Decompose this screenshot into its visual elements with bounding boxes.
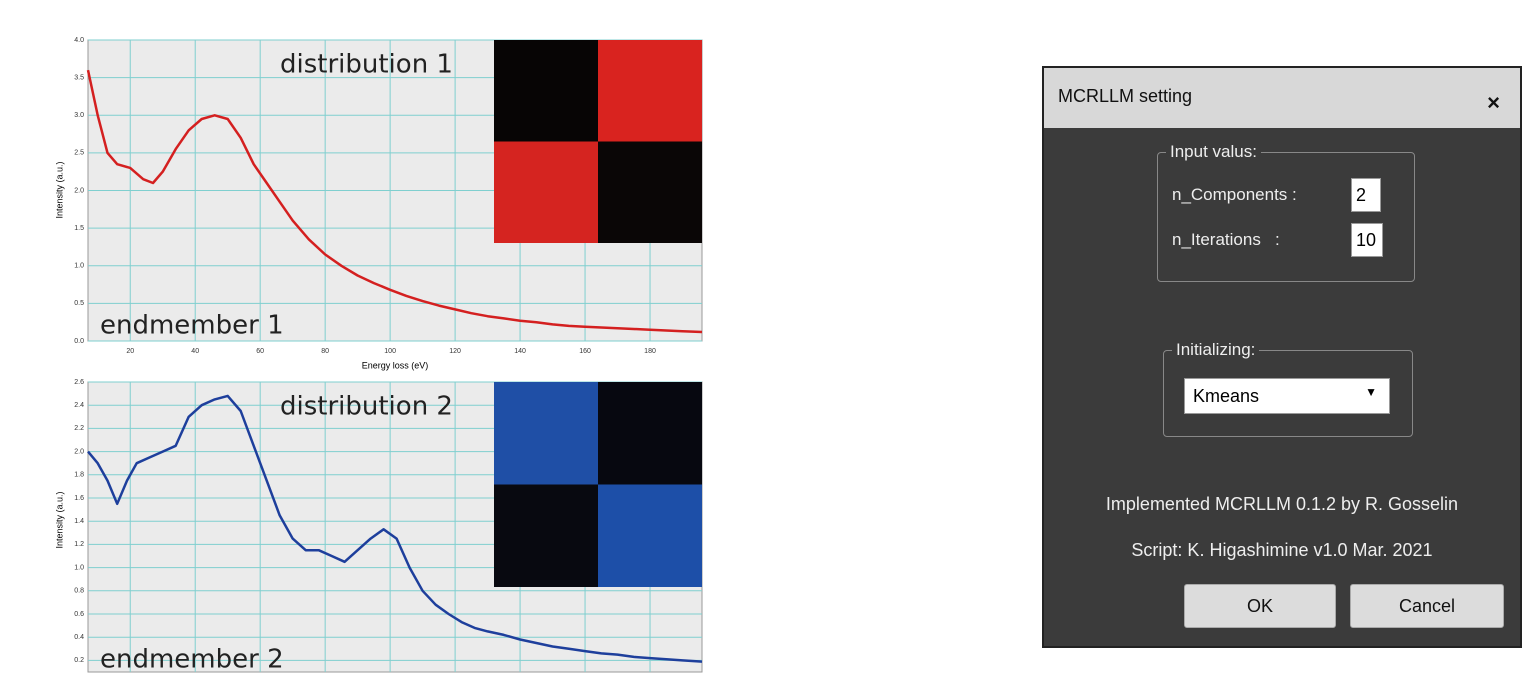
y-tick-label: 1.2 <box>74 541 84 548</box>
x-tick-label: 60 <box>256 348 264 355</box>
x-axis-label: Energy loss (eV) <box>362 360 429 370</box>
y-tick-label: 2.6 <box>74 379 84 386</box>
annotation: endmember 2 <box>100 645 284 675</box>
credit-line: Implemented MCRLLM 0.1.2 by R. Gosselin <box>1044 494 1520 515</box>
y-axis-label: Intensity (a.u.) <box>54 491 64 548</box>
y-tick-label: 0.6 <box>74 611 84 618</box>
dialog: MCRLLM setting × Input valus: n_Componen… <box>1042 66 1522 648</box>
init-group: Initializing: Kmeans▼ <box>1163 350 1413 437</box>
cancel-button[interactable]: Cancel <box>1350 584 1504 628</box>
y-tick-label: 0.8 <box>74 588 84 595</box>
x-tick-label: 140 <box>514 348 526 355</box>
y-tick-label: 0.4 <box>74 634 84 641</box>
y-tick-label: 4.0 <box>74 37 84 44</box>
y-tick-label: 2.5 <box>74 150 84 157</box>
y-tick-label: 2.0 <box>74 448 84 455</box>
page: Intensity (a.u.) Energy loss (eV) Intens… <box>0 0 1527 676</box>
y-tick-label: 0.5 <box>74 300 84 307</box>
map-quadrant <box>598 485 702 588</box>
x-tick-label: 120 <box>449 348 461 355</box>
y-tick-label: 1.8 <box>74 472 84 479</box>
y-tick-label: 1.0 <box>74 263 84 270</box>
map-quadrant <box>598 142 702 244</box>
y-tick-label: 1.5 <box>74 225 84 232</box>
y-tick-label: 2.4 <box>74 402 84 409</box>
map-quadrant <box>494 142 598 244</box>
dialog-title: MCRLLM setting <box>1058 86 1192 107</box>
x-tick-label: 100 <box>384 348 396 355</box>
y-tick-label: 3.5 <box>74 74 84 81</box>
map-quadrant <box>598 382 702 485</box>
dropdown[interactable]: Kmeans▼ <box>1184 378 1390 414</box>
text-input[interactable]: 2 <box>1351 178 1381 212</box>
y-tick-label: 0.0 <box>74 338 84 345</box>
y-tick-label: 3.0 <box>74 112 84 119</box>
close-button[interactable]: × <box>1487 90 1500 116</box>
x-tick-label: 160 <box>579 348 591 355</box>
x-tick-label: 80 <box>321 348 329 355</box>
y-tick-label: 2.2 <box>74 425 84 432</box>
input-group: Input valus: n_Components : 2 n_Iteratio… <box>1157 152 1415 282</box>
map-quadrant <box>494 485 598 588</box>
y-tick-label: 1.4 <box>74 518 84 525</box>
field-label: n_Iterations : <box>1172 230 1280 250</box>
ok-button[interactable]: OK <box>1184 584 1336 628</box>
credit-line: Script: K. Higashimine v1.0 Mar. 2021 <box>1044 540 1520 561</box>
map-quadrant <box>598 40 702 142</box>
x-tick-label: 180 <box>644 348 656 355</box>
group-legend: Input valus: <box>1166 142 1261 162</box>
text-input[interactable]: 10 <box>1351 223 1383 257</box>
map-quadrant <box>494 40 598 142</box>
dropdown-value: Kmeans <box>1193 386 1259 406</box>
map-quadrant <box>494 382 598 485</box>
y-tick-label: 1.6 <box>74 495 84 502</box>
y-tick-label: 1.0 <box>74 564 84 571</box>
x-tick-label: 40 <box>191 348 199 355</box>
title-bar: MCRLLM setting × <box>1044 68 1520 128</box>
x-tick-label: 20 <box>126 348 134 355</box>
group-legend: Initializing: <box>1172 340 1259 360</box>
charts: Intensity (a.u.) Energy loss (eV) Intens… <box>0 0 720 676</box>
field-label: n_Components : <box>1172 185 1297 205</box>
annotation: distribution 1 <box>280 50 453 80</box>
annotation: distribution 2 <box>280 392 453 422</box>
y-tick-label: 2.0 <box>74 187 84 194</box>
y-tick-label: 0.2 <box>74 657 84 664</box>
annotation: endmember 1 <box>100 311 284 341</box>
y-axis-label: Intensity (a.u.) <box>54 161 64 218</box>
